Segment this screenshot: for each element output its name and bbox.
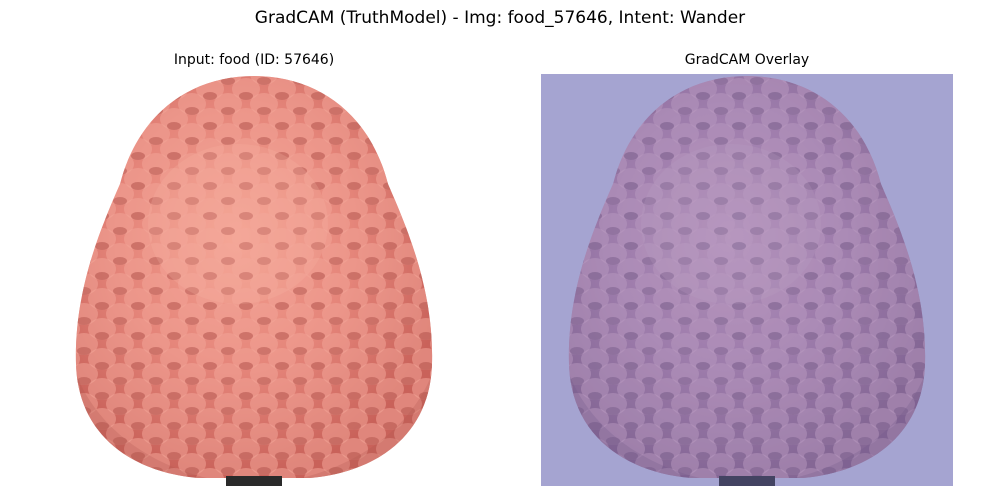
input-image [48, 74, 460, 486]
stem-base-overlay [719, 476, 775, 486]
overlay-panel-title: GradCAM Overlay [684, 52, 810, 68]
figure-suptitle: GradCAM (TruthModel) - Img: food_57646, … [254, 8, 746, 28]
stem-base [226, 476, 282, 486]
heatmap-tint [541, 74, 953, 486]
input-panel-title: Input: food (ID: 57646) [173, 52, 335, 68]
gradcam-overlay-image [541, 74, 953, 486]
fruit-body [75, 76, 433, 478]
